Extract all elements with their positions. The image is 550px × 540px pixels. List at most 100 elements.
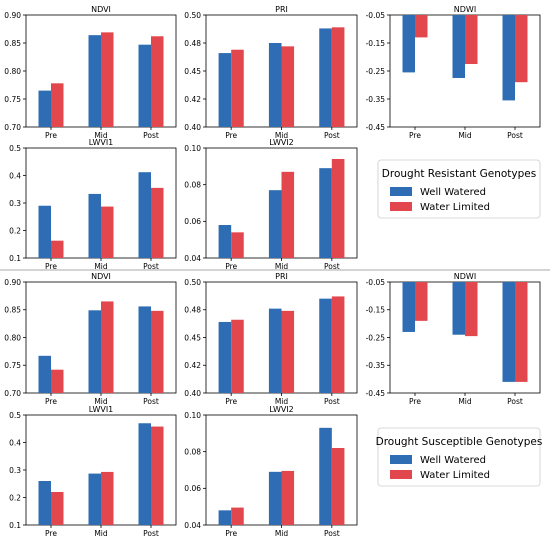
panel-resistant-pri: PRI 0.40 0.42 0.45 0.48 0.50 Pre Mid Post [184, 5, 358, 140]
bar-water-limited-mid [281, 46, 295, 127]
y-tick-label: 0.50 [184, 278, 201, 287]
y-tick-label: 0.42 [184, 95, 201, 104]
y-tick-label: -0.25 [366, 67, 386, 76]
y-tick-label: 0.48 [184, 306, 201, 315]
bar-water-limited-mid [101, 301, 114, 393]
legend-title: Drought Susceptible Genotypes [376, 436, 543, 448]
bar-well-watered-pre [402, 282, 415, 332]
x-tick-label-mid: Mid [94, 131, 108, 140]
panel-title: NDWI [454, 272, 476, 281]
legend-swatch [390, 470, 412, 479]
legend-swatch [390, 455, 412, 464]
legend-label: Water Limited [420, 470, 490, 481]
legend-label: Water Limited [420, 202, 490, 213]
y-tick-label: 0.85 [4, 306, 21, 315]
bar-well-watered-post [319, 168, 332, 258]
bar-well-watered-pre [218, 321, 232, 393]
bar-well-watered-post [138, 172, 151, 258]
bar-well-watered-post [138, 306, 151, 393]
bar-well-watered-mid [88, 473, 101, 525]
bar-well-watered-post [138, 44, 151, 127]
x-tick-label-post: Post [324, 529, 340, 538]
bar-well-watered-mid [268, 471, 282, 525]
y-tick-label: 0.4 [9, 438, 21, 447]
x-tick-label-mid: Mid [275, 131, 289, 140]
bar-water-limited-mid [101, 206, 114, 258]
bar-well-watered-post [502, 282, 515, 382]
x-tick-label-mid: Mid [458, 131, 472, 140]
panel-resistant-lwvi2: LWVI2 0.04 0.06 0.08 0.10 Pre Mid Post [184, 138, 358, 271]
bar-water-limited-pre [51, 83, 64, 127]
x-tick-label-post: Post [324, 397, 340, 406]
panel-susceptible-ndvi: NDVI 0.70 0.75 0.80 0.85 0.90 Pre Mid Post [4, 272, 177, 406]
bar-well-watered-pre [38, 205, 51, 258]
bar-well-watered-mid [88, 310, 101, 393]
y-tick-label: 0.2 [9, 493, 21, 502]
y-tick-label: 0.42 [184, 361, 201, 370]
bar-water-limited-post [151, 187, 164, 258]
y-tick-label: -0.15 [366, 306, 386, 315]
y-tick-label: 0.10 [184, 411, 201, 420]
y-tick-label: 0.45 [184, 333, 201, 342]
bar-well-watered-mid [268, 308, 282, 393]
bar-water-limited-mid [281, 171, 295, 258]
x-tick-label-post: Post [507, 397, 523, 406]
bar-well-watered-post [502, 15, 515, 101]
y-tick-label: 0.80 [4, 333, 21, 342]
bar-water-limited-post [151, 36, 164, 127]
bar-well-watered-pre [38, 90, 51, 127]
panel-title: NDVI [91, 5, 111, 14]
legend-resistant: Drought Resistant Genotypes Well Watered W… [377, 159, 541, 219]
bar-water-limited-post [515, 15, 528, 83]
bar-well-watered-mid [452, 282, 465, 335]
x-tick-label-pre: Pre [225, 262, 237, 271]
y-tick-label: 0.3 [9, 466, 21, 475]
bar-water-limited-post [331, 448, 345, 525]
y-tick-label: 0.70 [4, 389, 21, 398]
y-tick-label: 0.45 [184, 67, 201, 76]
panel-susceptible-ndwi: NDWI -0.05 -0.15 -0.25 -0.35 -0.45 Pre Mid Post [366, 272, 541, 406]
panel-title: LWVI1 [89, 138, 114, 147]
bar-well-watered-post [319, 427, 332, 525]
panel-resistant-ndwi: NDWI -0.05 -0.15 -0.25 -0.35 -0.45 Pre Mid Post [366, 5, 541, 140]
panel-title: LWVI2 [269, 138, 294, 147]
x-tick-label-post: Post [507, 131, 523, 140]
legend-label: Well Watered [420, 455, 486, 466]
x-tick-label-pre: Pre [45, 529, 57, 538]
bar-well-watered-post [138, 423, 151, 525]
x-tick-label-pre: Pre [225, 529, 237, 538]
y-tick-label: 0.40 [184, 389, 201, 398]
x-tick-label-post: Post [143, 131, 159, 140]
panel-susceptible-lwvi1: LWVI1 0.1 0.2 0.3 0.4 0.5 Pre Mid Post [9, 405, 177, 538]
legend-swatch [390, 202, 412, 211]
x-tick-label-pre: Pre [45, 262, 57, 271]
y-tick-label: 0.85 [4, 39, 21, 48]
y-tick-label: 0.48 [184, 39, 201, 48]
bar-water-limited-post [151, 426, 164, 525]
y-tick-label: 0.70 [4, 123, 21, 132]
bar-water-limited-post [331, 159, 345, 258]
bar-water-limited-pre [415, 15, 428, 38]
x-tick-label-mid: Mid [275, 397, 289, 406]
bar-well-watered-pre [218, 53, 232, 127]
panel-title: PRI [275, 5, 288, 14]
y-tick-label: 0.06 [184, 484, 201, 493]
bar-water-limited-mid [101, 471, 114, 525]
y-tick-label: 0.4 [9, 171, 21, 180]
panel-title: LWVI1 [89, 405, 114, 414]
x-tick-label-post: Post [324, 131, 340, 140]
panel-title: PRI [275, 272, 288, 281]
legend-title: Drought Resistant Genotypes [382, 168, 536, 180]
x-tick-label-pre: Pre [225, 131, 237, 140]
x-tick-label-mid: Mid [275, 262, 289, 271]
bar-water-limited-pre [415, 282, 428, 321]
x-tick-label-mid: Mid [94, 529, 108, 538]
y-tick-label: 0.2 [9, 226, 21, 235]
panel-title: NDVI [91, 272, 111, 281]
bar-well-watered-pre [402, 15, 415, 73]
y-tick-label: -0.35 [366, 95, 386, 104]
x-tick-label-mid: Mid [275, 529, 289, 538]
bar-water-limited-post [331, 27, 345, 127]
x-tick-label-pre: Pre [409, 397, 421, 406]
y-tick-label: 0.08 [184, 180, 201, 189]
